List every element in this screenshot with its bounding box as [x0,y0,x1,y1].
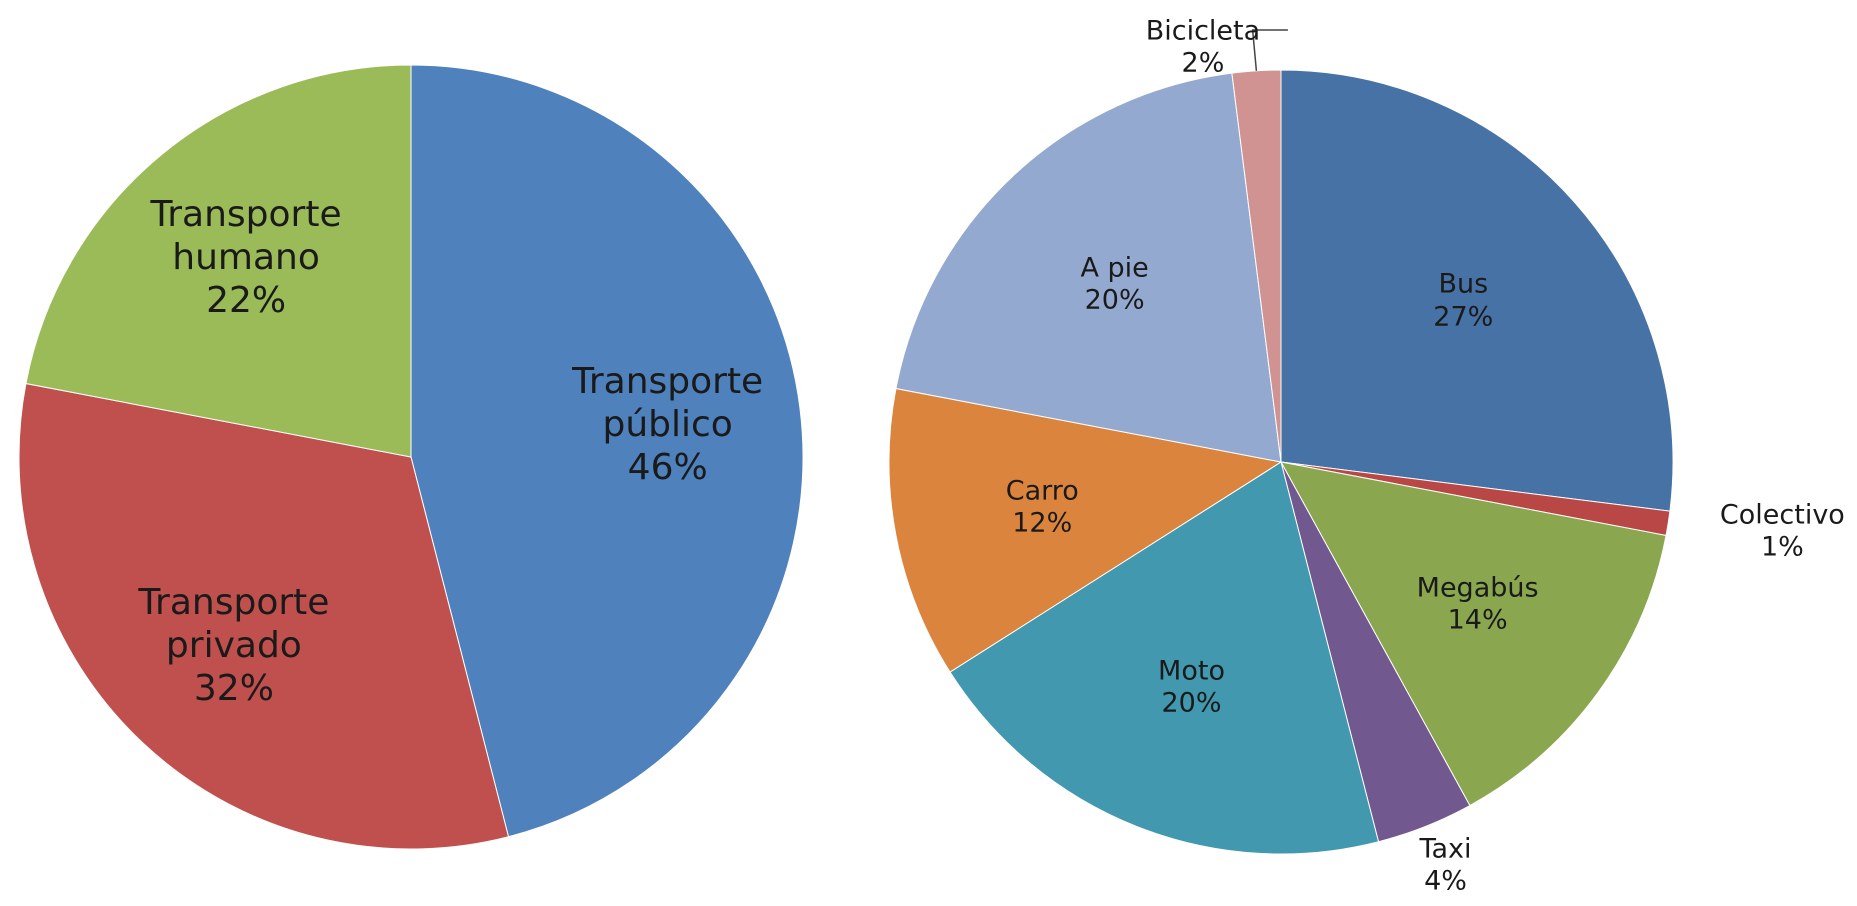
pie-slice [888,387,1283,673]
value-label: 27% [1433,301,1494,333]
slice-label: Transporte humano 22% [151,193,342,323]
category-label: Colectivo [1719,499,1845,531]
value-label: 46% [627,447,708,489]
leader-line [1251,29,1288,71]
slice-label: Colectivo 1% [1720,500,1845,565]
value-label: 2% [1181,48,1225,79]
slice-label: Bicicleta 2% [1146,16,1260,81]
pie-slice [895,72,1282,463]
pie-slice [949,461,1380,855]
value-label: 22% [206,280,287,322]
category-label: Taxi [1419,833,1472,865]
slice-label: Carro 12% [1006,475,1079,540]
slice-label: Taxi 4% [1419,834,1471,899]
pie-slice [1231,69,1282,463]
value-label: 12% [1012,507,1073,539]
pie-slice [410,64,804,838]
slice-label: A pie 20% [1080,252,1148,317]
slice-label: Moto 20% [1158,656,1225,721]
category-label: Transporte público [572,360,764,445]
slice-label: Megabús 14% [1417,572,1539,637]
value-label: 20% [1161,687,1222,719]
category-label: Transporte humano [150,193,342,279]
category-label: Transporte privado [138,581,330,666]
pie-slice [18,382,510,850]
pie-slice [1280,69,1674,512]
slice-label: Transporte público 46% [572,360,763,490]
value-label: 32% [193,668,274,710]
value-label: 4% [1424,866,1467,897]
slice-label: Transporte privado 32% [138,581,329,711]
value-label: 1% [1760,531,1804,563]
slice-label: Bus 27% [1433,269,1493,334]
category-label: Bus [1438,268,1489,300]
pie-slice [1280,461,1667,807]
value-label: 14% [1447,604,1508,636]
category-label: Bicicleta [1145,15,1261,47]
value-label: 20% [1084,284,1145,316]
category-label: A pie [1080,252,1149,284]
category-label: Moto [1158,655,1225,687]
pie-slice [25,64,412,458]
category-label: Carro [1005,475,1079,507]
category-label: Megabús [1416,572,1539,604]
